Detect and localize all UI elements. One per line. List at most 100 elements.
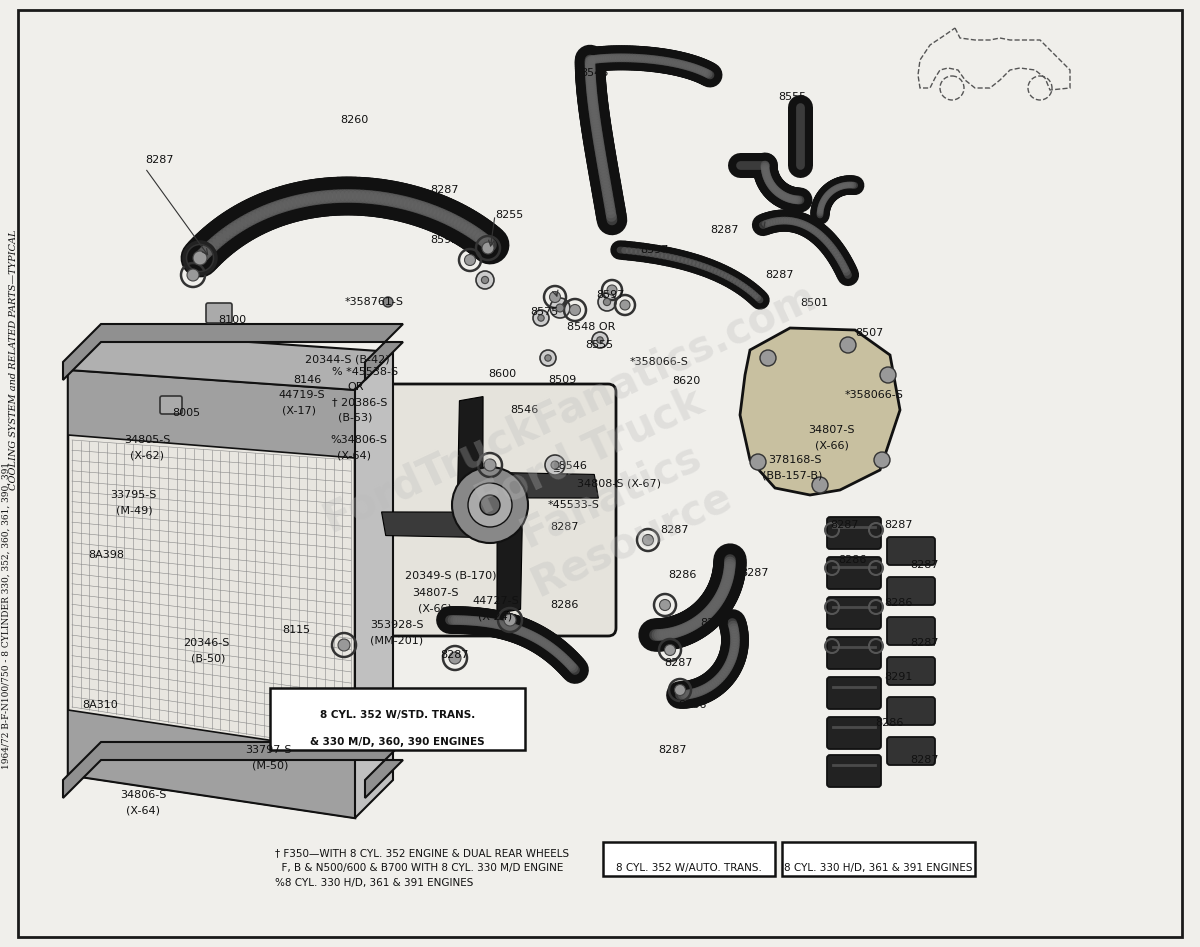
Circle shape <box>812 477 828 493</box>
Circle shape <box>545 455 565 475</box>
Text: 8287: 8287 <box>658 745 686 755</box>
Circle shape <box>570 305 581 315</box>
Text: (X-24): (X-24) <box>478 611 512 621</box>
Polygon shape <box>68 710 355 818</box>
Circle shape <box>383 297 394 307</box>
Text: 8115: 8115 <box>282 625 310 635</box>
Text: 44727-S: 44727-S <box>472 596 518 606</box>
Text: *358066-S: *358066-S <box>845 390 904 400</box>
FancyBboxPatch shape <box>364 384 616 636</box>
Circle shape <box>533 310 550 326</box>
Circle shape <box>480 495 500 515</box>
Polygon shape <box>740 328 900 495</box>
Text: 8291: 8291 <box>884 672 912 682</box>
Text: %8 CYL. 330 H/D, 361 & 391 ENGINES: %8 CYL. 330 H/D, 361 & 391 ENGINES <box>275 878 473 888</box>
Circle shape <box>556 304 564 312</box>
Text: 8286: 8286 <box>678 700 707 710</box>
Text: 8287: 8287 <box>440 650 468 660</box>
FancyBboxPatch shape <box>887 657 935 685</box>
Text: 8 CYL. 352 W/STD. TRANS.: 8 CYL. 352 W/STD. TRANS. <box>320 710 475 720</box>
Text: & 330 M/D, 360, 390 ENGINES: & 330 M/D, 360, 390 ENGINES <box>310 737 485 747</box>
Text: 8501: 8501 <box>800 298 828 308</box>
Circle shape <box>874 452 890 468</box>
Circle shape <box>464 255 475 265</box>
Text: 8555: 8555 <box>778 92 806 102</box>
Circle shape <box>551 461 559 469</box>
Text: † 20386-S: † 20386-S <box>332 397 388 407</box>
Text: %34806-S: %34806-S <box>330 435 386 445</box>
Circle shape <box>665 645 676 655</box>
Circle shape <box>550 292 560 302</box>
Text: 8 CYL. 352 W/AUTO. TRANS.: 8 CYL. 352 W/AUTO. TRANS. <box>616 863 762 873</box>
Circle shape <box>476 271 494 289</box>
Text: (X-66): (X-66) <box>418 603 452 613</box>
Text: 8287: 8287 <box>830 520 858 530</box>
Text: ‗8546: ‗8546 <box>553 460 587 471</box>
Text: *45533-S: *45533-S <box>548 500 600 510</box>
Circle shape <box>750 454 766 470</box>
Text: 8005: 8005 <box>172 408 200 418</box>
FancyBboxPatch shape <box>887 697 935 725</box>
FancyBboxPatch shape <box>827 517 881 549</box>
Polygon shape <box>68 332 394 390</box>
Polygon shape <box>64 324 403 380</box>
Text: 8286: 8286 <box>884 598 912 608</box>
Text: % *45538-S: % *45538-S <box>332 367 398 377</box>
Text: 8A310: 8A310 <box>82 700 118 710</box>
Polygon shape <box>497 512 522 614</box>
Text: 8620: 8620 <box>672 376 701 386</box>
Text: *358066-S: *358066-S <box>630 357 689 367</box>
Text: 8507: 8507 <box>854 328 883 338</box>
Text: 8287: 8287 <box>430 185 458 195</box>
Circle shape <box>484 459 496 471</box>
Circle shape <box>607 285 617 295</box>
Text: (X-64): (X-64) <box>126 805 160 815</box>
Circle shape <box>481 277 488 283</box>
Text: *358761-S: *358761-S <box>346 297 404 307</box>
Text: 34808-S (X-67): 34808-S (X-67) <box>577 478 661 488</box>
FancyBboxPatch shape <box>887 617 935 645</box>
Circle shape <box>538 314 545 321</box>
Circle shape <box>482 242 494 254</box>
Text: (BB-157-B): (BB-157-B) <box>762 470 822 480</box>
Circle shape <box>504 614 516 626</box>
Circle shape <box>880 367 896 383</box>
Circle shape <box>620 300 630 310</box>
FancyBboxPatch shape <box>827 597 881 629</box>
Text: 8255: 8255 <box>496 210 523 220</box>
Text: 8287: 8287 <box>910 638 938 648</box>
FancyBboxPatch shape <box>887 537 935 565</box>
Text: 8286: 8286 <box>838 555 866 565</box>
Circle shape <box>674 685 685 695</box>
Circle shape <box>550 298 570 318</box>
Text: 20344-S (B-42): 20344-S (B-42) <box>305 354 390 364</box>
Circle shape <box>840 337 856 353</box>
Text: 34807-S: 34807-S <box>808 425 854 435</box>
Text: 8592: 8592 <box>430 235 458 245</box>
Text: (M-49): (M-49) <box>116 505 152 515</box>
Text: (MM-201): (MM-201) <box>370 635 424 645</box>
Circle shape <box>598 293 616 311</box>
Polygon shape <box>457 397 484 498</box>
Text: 8287: 8287 <box>550 522 578 532</box>
Bar <box>270 688 526 750</box>
FancyBboxPatch shape <box>206 303 232 323</box>
FancyBboxPatch shape <box>827 557 881 589</box>
Text: 8287: 8287 <box>910 755 938 765</box>
Text: 378168-S: 378168-S <box>768 455 822 465</box>
Circle shape <box>592 332 608 348</box>
Text: 8575: 8575 <box>530 307 558 317</box>
FancyBboxPatch shape <box>160 396 182 414</box>
Text: 20349-S (B-170): 20349-S (B-170) <box>406 570 497 580</box>
Circle shape <box>449 652 461 664</box>
Text: OR: OR <box>347 382 364 392</box>
Text: 8287: 8287 <box>766 270 793 280</box>
FancyBboxPatch shape <box>827 755 881 787</box>
Polygon shape <box>64 742 403 798</box>
FancyBboxPatch shape <box>827 677 881 709</box>
Text: 1964/72 B-F-N100/750 - 8 CYLINDER 330, 352, 360, 361, 390, 391: 1964/72 B-F-N100/750 - 8 CYLINDER 330, 3… <box>1 462 11 769</box>
Text: FordTruckFanatics.com
Ford Truck
Fanatics
Resource: FordTruckFanatics.com Ford Truck Fanatic… <box>316 275 884 672</box>
Circle shape <box>596 337 604 343</box>
Text: 8286: 8286 <box>550 600 578 610</box>
Text: 8A398: 8A398 <box>88 550 124 560</box>
